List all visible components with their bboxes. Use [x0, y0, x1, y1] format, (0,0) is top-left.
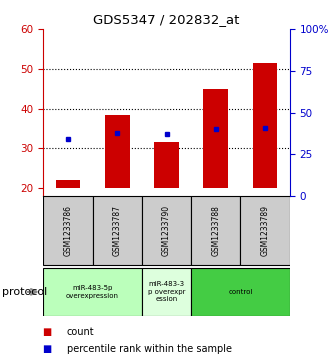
- Text: ■: ■: [43, 327, 56, 337]
- Bar: [154, 142, 179, 188]
- Bar: [191, 268, 290, 316]
- Text: control: control: [228, 289, 253, 295]
- Text: GSM1233789: GSM1233789: [260, 205, 270, 256]
- Text: percentile rank within the sample: percentile rank within the sample: [67, 344, 231, 354]
- Text: GSM1233788: GSM1233788: [211, 205, 220, 256]
- Text: GSM1233786: GSM1233786: [63, 205, 73, 256]
- Bar: [93, 196, 142, 265]
- Text: miR-483-5p
overexpression: miR-483-5p overexpression: [66, 285, 119, 299]
- Title: GDS5347 / 202832_at: GDS5347 / 202832_at: [93, 13, 240, 26]
- Text: ■: ■: [43, 344, 56, 354]
- Bar: [43, 268, 142, 316]
- Bar: [105, 114, 130, 188]
- Bar: [142, 268, 191, 316]
- Text: GSM1233790: GSM1233790: [162, 205, 171, 256]
- Bar: [56, 180, 80, 188]
- Bar: [203, 89, 228, 188]
- Bar: [142, 196, 191, 265]
- Bar: [240, 196, 290, 265]
- Bar: [43, 196, 93, 265]
- Bar: [191, 196, 240, 265]
- Text: GSM1233787: GSM1233787: [113, 205, 122, 256]
- Text: count: count: [67, 327, 94, 337]
- Text: miR-483-3
p overexpr
ession: miR-483-3 p overexpr ession: [148, 281, 185, 302]
- Bar: [253, 63, 277, 188]
- Text: protocol: protocol: [2, 287, 47, 297]
